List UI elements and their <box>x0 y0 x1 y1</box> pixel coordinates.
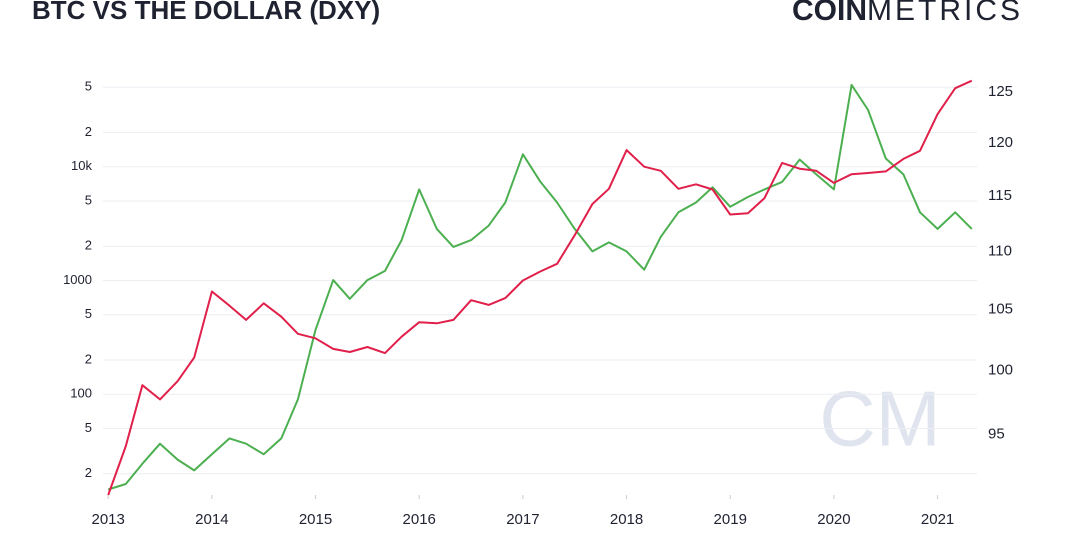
y-tick-label: 100 <box>70 386 92 401</box>
x-tick-label: 2017 <box>506 511 539 528</box>
y-tick-label: 5 <box>85 192 92 207</box>
y2-tick-label: 125 <box>988 83 1013 100</box>
data-line <box>107 79 973 496</box>
y-tick-label: 5 <box>85 306 92 321</box>
x-tick-label: 2014 <box>195 511 228 528</box>
y-tick-label: 2 <box>85 238 92 253</box>
x-tick-label: 2020 <box>817 511 850 528</box>
x-tick-label: 2019 <box>714 511 747 528</box>
logo-bold: COIN <box>792 0 867 27</box>
logo: COINMETRICS <box>792 0 1023 27</box>
y2-tick-label: 115 <box>988 187 1012 204</box>
y2-tick-label: 110 <box>988 242 1012 259</box>
x-tick-label: 2021 <box>921 511 954 528</box>
y2-tick-label: 100 <box>988 361 1013 378</box>
logo-light: METRICS <box>867 0 1023 27</box>
y-tick-label: 2 <box>85 465 92 480</box>
y-tick-label: 2 <box>85 124 92 139</box>
x-tick-label: 2015 <box>299 511 332 528</box>
y-tick-label: 10k <box>71 158 92 173</box>
x-tick-label: 2013 <box>91 511 124 528</box>
x-tick-label: 2016 <box>403 511 436 528</box>
chart-title: BTC VS THE DOLLAR (DXY) <box>32 0 380 25</box>
y-tick-label: 5 <box>85 79 92 94</box>
x-tick-label: 2018 <box>610 511 643 528</box>
y-tick-label: 1000 <box>63 272 92 287</box>
y-tick-label: 5 <box>85 420 92 435</box>
y2-tick-label: 120 <box>988 134 1013 151</box>
watermark: CM <box>819 375 940 463</box>
y-tick-label: 2 <box>85 351 92 366</box>
y2-tick-label: 95 <box>988 425 1005 442</box>
data-line <box>107 83 973 491</box>
y2-tick-label: 105 <box>988 300 1013 317</box>
